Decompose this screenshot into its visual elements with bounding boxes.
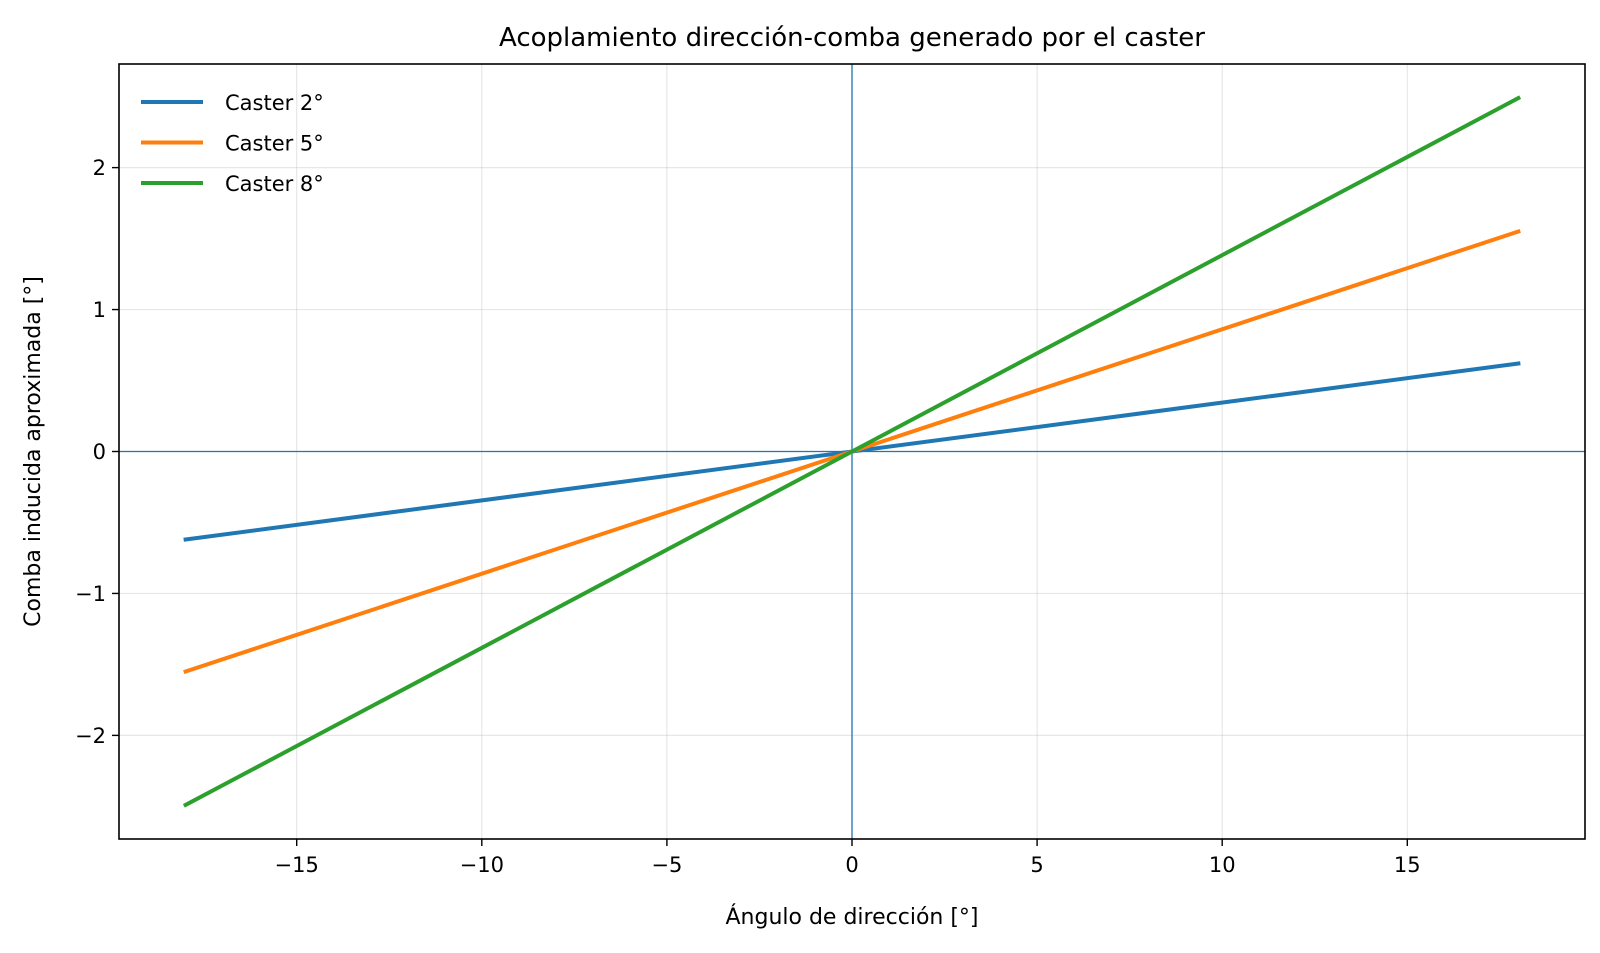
series-line-3	[182, 95, 1522, 808]
legend-label-1: Caster 2°	[225, 91, 324, 115]
x-tick-label: 10	[1209, 853, 1236, 877]
x-axis-ticks: −15 −10 −5 0 5 10 15	[275, 839, 1421, 877]
x-tick-label: −5	[651, 853, 682, 877]
y-axis-ticks: −2 −1 0 1 2	[75, 156, 119, 748]
legend: Caster 2° Caster 5° Caster 8°	[141, 91, 324, 196]
series-layer	[182, 95, 1522, 808]
x-tick-label: −15	[275, 853, 319, 877]
legend-label-2: Caster 5°	[225, 132, 324, 156]
x-axis-label: Ángulo de dirección [°]	[726, 904, 979, 930]
y-tick-label: −2	[75, 724, 106, 748]
x-tick-label: −10	[460, 853, 504, 877]
y-tick-label: 0	[93, 440, 106, 464]
y-tick-label: −1	[75, 582, 106, 606]
legend-label-3: Caster 8°	[225, 172, 324, 196]
y-tick-label: 2	[93, 156, 106, 180]
x-tick-label: 0	[845, 853, 858, 877]
y-tick-label: 1	[93, 298, 106, 322]
y-axis-label: Comba inducida aproximada [°]	[21, 276, 46, 627]
x-tick-label: 15	[1394, 853, 1421, 877]
x-tick-label: 5	[1030, 853, 1043, 877]
chart-title: Acoplamiento dirección-comba generado po…	[499, 23, 1205, 53]
